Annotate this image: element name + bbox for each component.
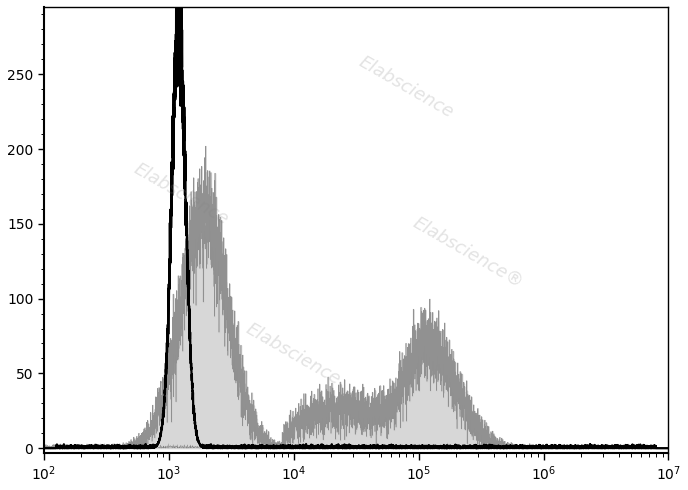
Text: Elabscience®: Elabscience®	[410, 213, 527, 291]
Text: Elabscience: Elabscience	[131, 160, 232, 228]
Text: Elabscience: Elabscience	[356, 53, 457, 122]
Text: Elabscience: Elabscience	[243, 320, 344, 389]
